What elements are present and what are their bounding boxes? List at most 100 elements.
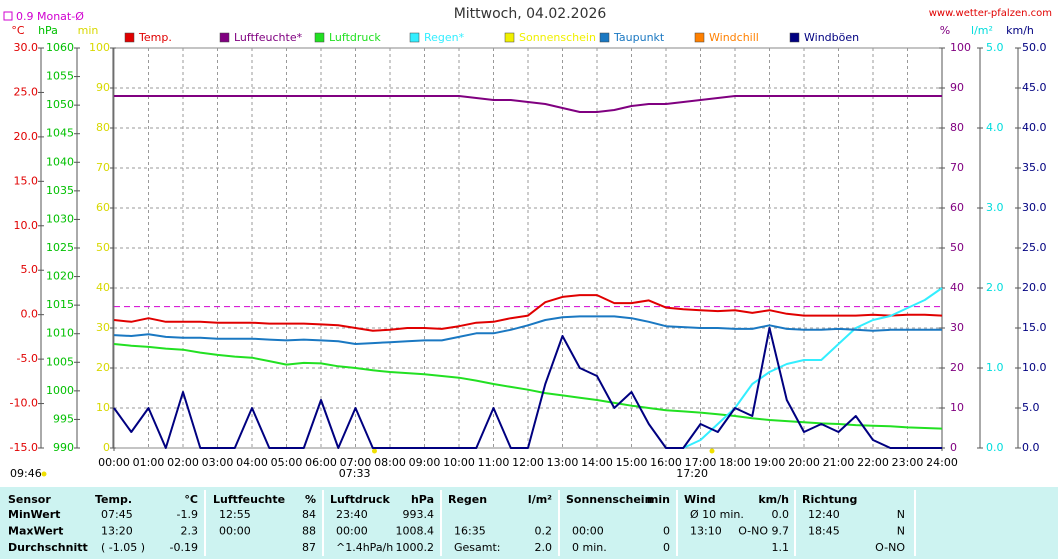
- table-cell: 00:00: [336, 525, 368, 538]
- y-tick-label: 80: [950, 121, 964, 134]
- y-tick-label: 40: [96, 281, 110, 294]
- table-background: [0, 487, 1058, 559]
- table-cell: -0.19: [170, 541, 198, 554]
- table-cell: 1.1: [772, 541, 790, 554]
- table-header: Regen: [448, 493, 487, 506]
- series-line: [113, 327, 942, 449]
- legend-label: Windböen: [804, 31, 859, 44]
- y-tick-label: 20.0: [1022, 281, 1047, 294]
- legend-swatch: [219, 32, 230, 43]
- table-cell: 0.0: [772, 508, 790, 521]
- y-tick-label: 50: [96, 241, 110, 254]
- y-tick-label: 3.0: [986, 201, 1004, 214]
- y-tick-label: 15.0: [14, 174, 39, 187]
- y-tick-label: 35.0: [1022, 161, 1047, 174]
- table-cell: 88: [302, 525, 316, 538]
- y-tick-label: 995: [53, 412, 74, 425]
- x-tick-label: 19:00: [754, 456, 786, 469]
- y-tick-label: 20: [950, 361, 964, 374]
- x-tick-label: 09:00: [409, 456, 441, 469]
- y-tick-label: 30.0: [14, 41, 39, 54]
- table-header: km/h: [758, 493, 789, 506]
- y-tick-label: 1050: [46, 98, 74, 111]
- table-cell: O-NO 9.7: [738, 525, 789, 538]
- x-tick-label: 11:00: [478, 456, 510, 469]
- legend-swatch: [409, 32, 420, 43]
- table-cell: 00:00: [572, 525, 604, 538]
- y-tick-label: 5.0: [986, 41, 1004, 54]
- y-tick-label: 1000: [46, 384, 74, 397]
- table-cell: 13:20: [101, 525, 133, 538]
- x-tick-label: 02:00: [167, 456, 199, 469]
- y-tick-label: 1035: [46, 184, 74, 197]
- y-tick-label: 0.0: [986, 441, 1004, 454]
- row-label: MinWert: [8, 508, 60, 521]
- legend-swatch: [694, 32, 705, 43]
- table-header: Richtung: [802, 493, 857, 506]
- table-cell: Gesamt:: [454, 541, 501, 554]
- y-tick-label: 1055: [46, 70, 74, 83]
- series-line: [114, 95, 942, 113]
- table-header: %: [305, 493, 316, 506]
- legend-swatch: [124, 32, 135, 43]
- table-cell: 23:40: [336, 508, 368, 521]
- y-tick-label: 0.0: [1022, 441, 1040, 454]
- table-cell: 84: [302, 508, 316, 521]
- y-tick-label: 1.0: [986, 361, 1004, 374]
- y-tick-label: 40.0: [1022, 121, 1047, 134]
- x-tick-label: 03:00: [202, 456, 234, 469]
- axis-unit: °C: [11, 24, 25, 37]
- series-line: [113, 343, 943, 430]
- table-cell: 993.4: [403, 508, 435, 521]
- y-tick-label: 1005: [46, 355, 74, 368]
- y-tick-label: 70: [96, 161, 110, 174]
- y-tick-label: -15.0: [10, 441, 38, 454]
- y-tick-label: 2.0: [986, 281, 1004, 294]
- table-header: Temp.: [95, 493, 132, 506]
- legend-label: Temp.: [138, 31, 172, 44]
- table-cell: 07:45: [101, 508, 133, 521]
- y-tick-label: 50.0: [1022, 41, 1047, 54]
- y-tick-label: 80: [96, 121, 110, 134]
- table-cell: 0.2: [535, 525, 553, 538]
- site-name: www.wetter-pfalzen.com: [929, 8, 1052, 19]
- y-tick-label: 50: [950, 241, 964, 254]
- y-tick-label: 1010: [46, 327, 74, 340]
- axis-unit: hPa: [38, 24, 58, 37]
- reference-key: [3, 11, 13, 21]
- y-tick-label: 90: [96, 81, 110, 94]
- y-tick-label: 1045: [46, 127, 74, 140]
- table-header: Wind: [684, 493, 716, 506]
- y-tick-label: 100: [950, 41, 971, 54]
- y-tick-label: 100: [89, 41, 110, 54]
- axis-unit: %: [940, 24, 950, 37]
- series-line: [682, 287, 943, 449]
- table-header: hPa: [411, 493, 434, 506]
- table-cell: 00:00: [219, 525, 251, 538]
- legend-swatch: [599, 32, 610, 43]
- row-label: MaxWert: [8, 525, 63, 538]
- table-cell: 18:45: [808, 525, 840, 538]
- y-tick-label: 1030: [46, 212, 74, 225]
- y-tick-label: 0: [103, 441, 110, 454]
- y-tick-label: 15.0: [1022, 321, 1047, 334]
- legend-label: Windchill: [709, 31, 759, 44]
- x-tick-label: 04:00: [236, 456, 268, 469]
- y-tick-label: 10.0: [1022, 361, 1047, 374]
- x-tick-label: 17:00: [685, 456, 717, 469]
- table-cell: 2.3: [181, 525, 199, 538]
- y-tick-label: -5.0: [17, 352, 38, 365]
- table-cell: 12:55: [219, 508, 251, 521]
- legend-swatch: [314, 32, 325, 43]
- chart-title: Mittwoch, 04.02.2026: [454, 6, 607, 22]
- x-tick-label: 01:00: [133, 456, 165, 469]
- table-header: °C: [184, 493, 198, 506]
- y-tick-label: 20.0: [14, 130, 39, 143]
- table-header: l/m²: [528, 493, 552, 506]
- y-tick-label: 30: [950, 321, 964, 334]
- y-tick-label: 0.0: [21, 308, 39, 321]
- table-cell: 1008.4: [396, 525, 435, 538]
- x-tick-label: 05:00: [271, 456, 303, 469]
- legend-label: Sonnenschein: [519, 31, 596, 44]
- reference-label: 0.9 Monat-Ø: [16, 10, 84, 23]
